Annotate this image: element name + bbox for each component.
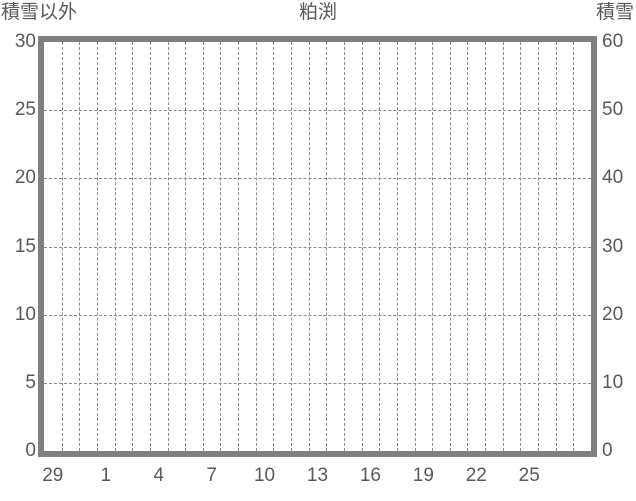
y-axis-left-tick-label: 5 bbox=[25, 371, 36, 393]
x-axis-tick-label: 19 bbox=[412, 465, 434, 486]
x-axis-tick-label: 29 bbox=[42, 465, 64, 486]
x-axis-tick-label: 13 bbox=[306, 465, 329, 486]
y-axis-left-tick-label: 30 bbox=[14, 31, 36, 52]
x-axis-tick-label: 10 bbox=[253, 465, 276, 486]
y-axis-left-tick-label: 0 bbox=[25, 440, 36, 461]
x-axis-tick-label: 7 bbox=[206, 465, 217, 486]
horizontal-gridline bbox=[44, 314, 591, 316]
x-axis-tick-label: 1 bbox=[100, 465, 112, 486]
x-axis-tick-label: 25 bbox=[518, 465, 540, 486]
chart-title: 粕渕 bbox=[298, 2, 337, 23]
horizontal-gridline bbox=[44, 110, 591, 112]
y-axis-right-tick-label: 50 bbox=[602, 99, 624, 121]
y-axis-right-tick-label: 10 bbox=[602, 371, 624, 393]
y-axis-left-tick-label: 15 bbox=[14, 235, 36, 257]
plot-area bbox=[38, 36, 597, 457]
y-axis-right-tick-label: 20 bbox=[602, 303, 624, 325]
y-axis-right-tick-label: 40 bbox=[602, 167, 624, 189]
horizontal-gridline bbox=[44, 382, 591, 384]
right-axis-title: 積雪 bbox=[595, 2, 634, 23]
x-axis-tick-label: 16 bbox=[359, 465, 381, 486]
x-axis-tick-label: 22 bbox=[465, 465, 487, 486]
horizontal-gridline bbox=[44, 178, 591, 180]
x-axis-tick-label: 4 bbox=[153, 465, 164, 486]
plot-inner bbox=[44, 42, 591, 451]
left-axis-title: 積雪以外 bbox=[1, 2, 78, 23]
y-axis-left-tick-label: 20 bbox=[14, 167, 36, 189]
y-axis-right-tick-label: 60 bbox=[602, 31, 624, 52]
y-axis-right-tick-label: 30 bbox=[602, 235, 624, 257]
y-axis-left-tick-label: 25 bbox=[14, 99, 36, 121]
y-axis-right-tick-label: 0 bbox=[602, 440, 613, 461]
y-axis-left-tick-label: 10 bbox=[14, 303, 36, 325]
horizontal-gridline bbox=[44, 246, 591, 248]
